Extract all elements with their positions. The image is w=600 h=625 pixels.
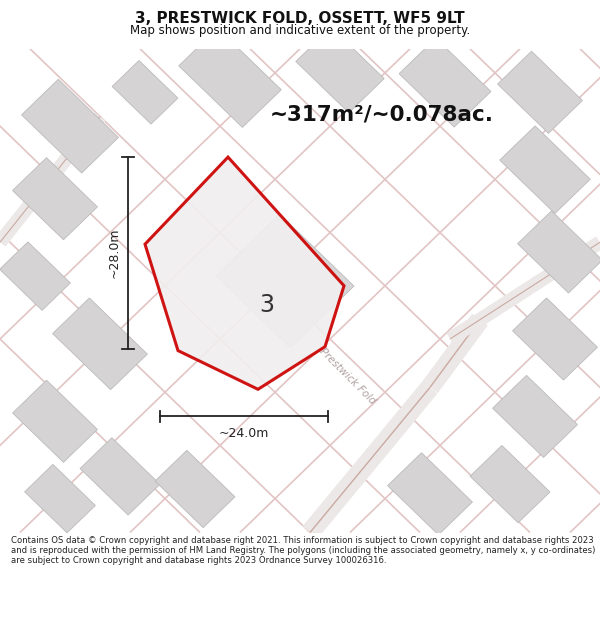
Polygon shape: [296, 28, 384, 112]
Text: 3, PRESTWICK FOLD, OSSETT, WF5 9LT: 3, PRESTWICK FOLD, OSSETT, WF5 9LT: [135, 11, 465, 26]
Polygon shape: [518, 211, 600, 293]
Polygon shape: [399, 38, 491, 127]
Polygon shape: [0, 242, 70, 311]
Polygon shape: [13, 380, 97, 462]
Polygon shape: [80, 438, 160, 515]
Polygon shape: [155, 450, 235, 528]
Text: ~317m²/~0.078ac.: ~317m²/~0.078ac.: [270, 104, 494, 124]
Text: ~24.0m: ~24.0m: [219, 428, 269, 441]
Polygon shape: [497, 51, 583, 133]
Text: 3: 3: [259, 293, 274, 318]
Polygon shape: [512, 298, 598, 380]
Polygon shape: [179, 28, 281, 127]
Polygon shape: [470, 446, 550, 522]
Text: Map shows position and indicative extent of the property.: Map shows position and indicative extent…: [130, 24, 470, 38]
Polygon shape: [13, 158, 97, 240]
Polygon shape: [25, 464, 95, 533]
Polygon shape: [145, 157, 344, 389]
Polygon shape: [53, 298, 148, 389]
Polygon shape: [500, 126, 590, 214]
Polygon shape: [493, 376, 577, 458]
Text: Prestwick Fold: Prestwick Fold: [318, 346, 378, 406]
Polygon shape: [216, 214, 354, 348]
Text: ~28.0m: ~28.0m: [107, 228, 121, 278]
Text: Contains OS data © Crown copyright and database right 2021. This information is : Contains OS data © Crown copyright and d…: [11, 536, 595, 566]
Polygon shape: [112, 61, 178, 124]
Polygon shape: [22, 79, 118, 173]
Polygon shape: [388, 452, 472, 535]
